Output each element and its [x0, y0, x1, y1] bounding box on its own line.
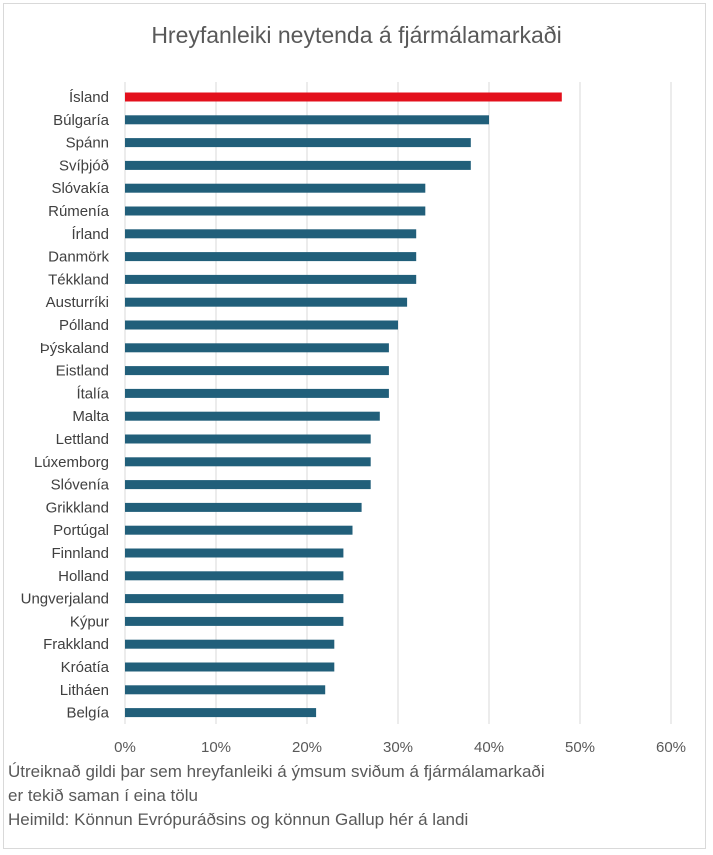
bar-18	[125, 480, 371, 490]
bar-chart: Ísland Búlgaría Spánn Svíþjóð Slóvakía Rúmení…	[21, 82, 686, 756]
category-label-8: Danmörk	[48, 249, 109, 266]
source-note: Heimild: Könnun Evrópuráðsins og könnun …	[8, 810, 469, 829]
bar-13	[125, 366, 389, 376]
bar-19	[125, 502, 362, 512]
category-label-17: Lúxemborg	[34, 454, 109, 471]
category-label-10: Austurríki	[46, 294, 109, 311]
bar-12	[125, 343, 389, 353]
category-label-15: Malta	[72, 408, 109, 425]
category-label-24: Kýpur	[70, 613, 109, 630]
x-tick-labels: 0% 10% 20% 30% 40% 50% 60%	[114, 739, 686, 756]
bar-4	[125, 160, 471, 170]
bar-24	[125, 616, 344, 626]
bar-5	[125, 183, 426, 193]
category-label-1: Ísland	[69, 89, 109, 106]
bar-11	[125, 320, 398, 330]
note-line-1: Útreiknað gildi þar sem hreyfanleiki á ý…	[8, 762, 545, 781]
bar-3	[125, 138, 471, 148]
bar-10	[125, 297, 408, 307]
chart-title: Hreyfanleiki neytenda á fjármálamarkaði	[151, 22, 562, 48]
category-label-2: Búlgaría	[53, 112, 110, 129]
category-label-16: Lettland	[56, 431, 109, 448]
bar-25	[125, 639, 335, 649]
x-tick-10: 10%	[201, 739, 231, 756]
category-label-4: Svíþjóð	[59, 157, 109, 174]
category-label-21: Finnland	[51, 545, 109, 562]
bars	[125, 92, 562, 718]
category-label-20: Portúgal	[53, 522, 109, 539]
category-label-9: Tékkland	[48, 271, 109, 288]
category-label-19: Grikkland	[46, 499, 109, 516]
category-label-27: Litháen	[60, 682, 109, 699]
gridlines	[124, 82, 672, 724]
category-label-25: Frakkland	[43, 636, 109, 653]
bar-26	[125, 662, 335, 672]
category-label-26: Króatía	[61, 659, 110, 676]
category-label-11: Pólland	[59, 317, 109, 334]
x-tick-40: 40%	[474, 739, 504, 756]
bar-17	[125, 457, 371, 467]
chart-notes: Útreiknað gildi þar sem hreyfanleiki á ý…	[8, 760, 698, 832]
x-tick-20: 20%	[292, 739, 322, 756]
bar-8	[125, 252, 417, 262]
category-label-13: Eistland	[56, 363, 109, 380]
x-tick-0: 0%	[114, 739, 136, 756]
bar-7	[125, 229, 417, 239]
x-tick-60: 60%	[656, 739, 686, 756]
bar-1	[125, 92, 562, 102]
category-label-5: Slóvakía	[51, 180, 109, 197]
x-tick-50: 50%	[565, 739, 595, 756]
bar-14	[125, 388, 389, 398]
category-label-6: Rúmenía	[48, 203, 110, 220]
bar-21	[125, 548, 344, 558]
bar-16	[125, 434, 371, 444]
category-label-22: Holland	[58, 568, 109, 585]
category-label-14: Ítalía	[76, 385, 109, 402]
category-label-23: Ungverjaland	[21, 591, 109, 608]
bar-28	[125, 708, 317, 718]
category-label-12: Þýskaland	[40, 340, 109, 357]
bar-20	[125, 525, 353, 535]
bar-23	[125, 594, 344, 604]
category-label-3: Spánn	[66, 135, 109, 152]
bar-6	[125, 206, 426, 216]
category-label-7: Írland	[71, 226, 109, 243]
category-label-28: Belgía	[66, 705, 109, 722]
bar-9	[125, 274, 417, 284]
note-line-2: er tekið saman í eina tölu	[8, 786, 198, 805]
bar-15	[125, 411, 380, 421]
category-labels: Ísland Búlgaría Spánn Svíþjóð Slóvakía Rúmení…	[21, 89, 110, 722]
bar-27	[125, 685, 326, 695]
bar-22	[125, 571, 344, 581]
category-label-18: Slóvenía	[51, 477, 110, 494]
x-tick-30: 30%	[383, 739, 413, 756]
bar-2	[125, 115, 489, 125]
